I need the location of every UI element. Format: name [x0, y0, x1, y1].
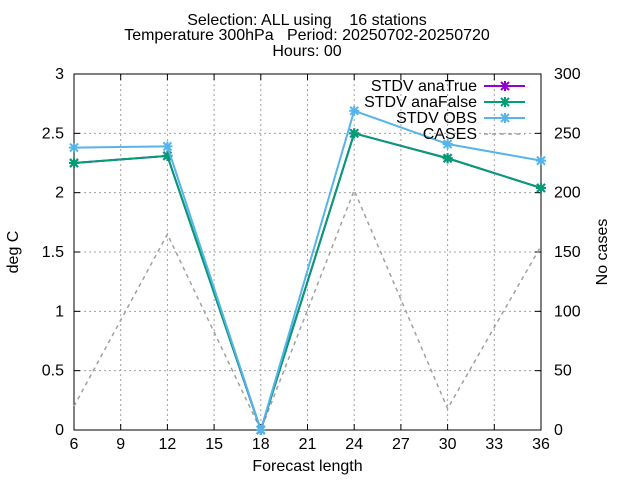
- data-point: [442, 153, 453, 164]
- x-tick-label: 30: [439, 436, 457, 453]
- series-line: [73, 188, 542, 432]
- y2-tick-label: 250: [554, 125, 581, 142]
- legend-marker: [500, 97, 510, 107]
- data-point: [69, 142, 79, 153]
- series-line: [73, 132, 542, 434]
- data-point: [162, 141, 173, 152]
- series-cases: [73, 188, 542, 432]
- x-tick-label: 21: [299, 436, 317, 453]
- x-tick-label: 12: [159, 436, 177, 453]
- axis-ticks: 6 9 12 15 18 21 24 27 30 33 3600.511.522.530501001…: [42, 66, 581, 453]
- legend-label: STDV OBS: [396, 110, 477, 127]
- legend-marker: [500, 113, 510, 123]
- y2-tick-label: 150: [554, 244, 581, 261]
- y-tick-label: 0.5: [42, 363, 64, 380]
- data-point: [255, 425, 266, 435]
- x-tick-label: 18: [252, 436, 270, 453]
- y2-axis-label: No cases: [594, 219, 611, 286]
- y-axis-label: deg C: [5, 231, 22, 274]
- y-tick-label: 2.5: [42, 125, 64, 142]
- chart-title-line-2: Temperature 300hPa Period: 20250702-2025…: [124, 27, 490, 44]
- x-axis-label: Forecast length: [252, 458, 362, 475]
- legend-label: CASES: [423, 126, 477, 143]
- y-tick-label: 1.5: [42, 244, 64, 261]
- series-line: [73, 109, 542, 434]
- legend-label: STDV anaFalse: [364, 94, 477, 111]
- y2-tick-label: 200: [554, 185, 581, 202]
- x-tick-label: 33: [485, 436, 503, 453]
- data-point: [349, 128, 360, 139]
- legend-label: STDV anaTrue: [371, 78, 477, 95]
- data-point: [349, 105, 360, 116]
- series-layer: [69, 105, 546, 435]
- data-point: [442, 139, 453, 150]
- y2-tick-label: 100: [554, 303, 581, 320]
- x-tick-label: 9: [116, 436, 125, 453]
- y2-tick-label: 50: [554, 363, 572, 380]
- grid-lines: [74, 74, 541, 430]
- legend-item: STDV anaTrue: [371, 78, 525, 95]
- x-tick-label: 36: [532, 436, 550, 453]
- legend-marker: [500, 81, 510, 91]
- x-tick-label: 15: [205, 436, 223, 453]
- series-stdv-obs: [69, 105, 546, 435]
- data-point: [69, 158, 79, 168]
- y-tick-label: 3: [55, 66, 64, 83]
- x-tick-label: 24: [345, 436, 363, 453]
- chart-title-line-3: Hours: 00: [272, 43, 342, 60]
- y2-tick-label: 300: [554, 66, 581, 83]
- data-point: [536, 155, 546, 166]
- legend-item: STDV OBS: [396, 110, 525, 127]
- series-stdv-anafalse: [69, 128, 546, 435]
- y2-tick-label: 0: [554, 422, 563, 439]
- y-tick-label: 0: [55, 422, 64, 439]
- y-tick-label: 2: [55, 185, 64, 202]
- legend-item: CASES: [423, 126, 525, 143]
- data-point: [536, 182, 546, 193]
- y-tick-label: 1: [55, 303, 64, 320]
- legend-item: STDV anaFalse: [364, 94, 525, 111]
- x-tick-label: 27: [392, 436, 410, 453]
- chart-title-line-1: Selection: ALL using 16 stations: [187, 12, 427, 29]
- x-tick-label: 6: [70, 436, 79, 453]
